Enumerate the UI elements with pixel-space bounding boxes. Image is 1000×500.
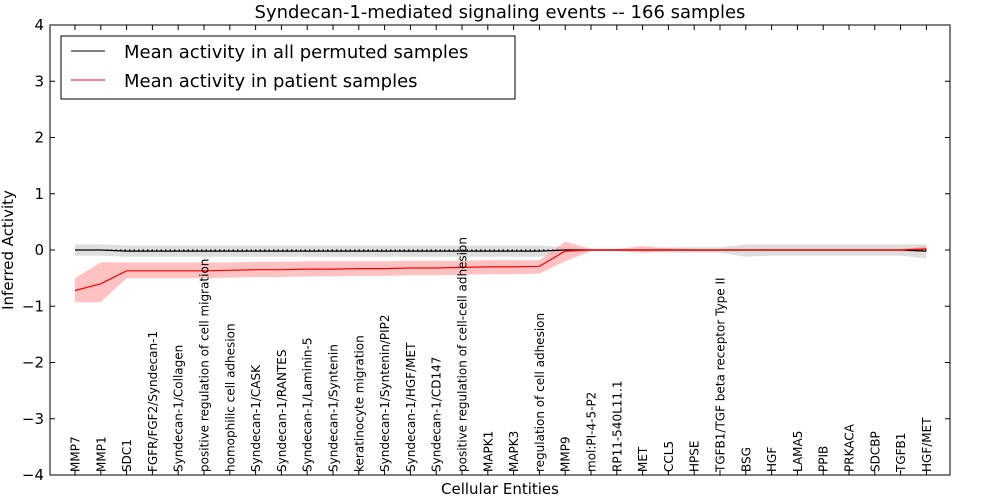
x-tick-label: MMP7 [69,436,83,472]
legend-label-permuted: Mean activity in all permuted samples [124,42,468,63]
x-tick-label: Syndecan-1/Syntenin [327,344,341,472]
x-tick-label: mol:PI-4-5-P2 [585,392,599,472]
x-tick-label: PRKACA [843,423,857,472]
legend-label-patient: Mean activity in patient samples [124,71,418,92]
x-tick-label: HGF/MET [920,417,934,472]
x-tick-label: Syndecan-1/Laminin-5 [301,338,315,472]
x-tick-label: MMP9 [559,436,573,472]
x-tick-label: RP11-540L11.1 [610,381,624,472]
y-tick-label: 3 [34,72,44,90]
x-tick-label: TGFB1 [894,433,908,473]
x-tick-label: Syndecan-1/Collagen [172,345,186,472]
x-tick-label: HPSE [688,441,702,472]
x-tick-label: MAPK3 [507,431,521,472]
x-tick-label: Syndecan-1/CD147 [430,357,444,472]
legend-box [60,35,516,100]
x-tick-label: HGF [765,447,779,472]
x-tick-label: Syndecan-1/Syntenin/PIP2 [378,314,392,472]
x-tick-label: MAPK1 [481,431,495,472]
y-tick-label: −2 [22,354,44,372]
line-patient [74,248,927,292]
x-tick-label: keratinocyte migration [352,335,366,472]
x-tick-label: TGFB1/TGF beta receptor Type II [714,277,728,473]
x-tick-label: Syndecan-1/HGF/MET [404,342,418,472]
x-axis: MMP7 MMP1 SDC1 FGFR/FGF2/Syndecan-1 Syndecan… [69,25,934,475]
x-tick-label: Syndecan-1/CASK [249,364,263,472]
x-tick-label: FGFR/FGF2/Syndecan-1 [146,331,160,472]
x-tick-label: MMP1 [94,436,108,472]
y-tick-label: −4 [22,466,44,484]
y-tick-label: 2 [34,129,44,147]
y-tick-label: −1 [22,297,44,315]
band-patient [75,241,927,303]
series-lines [74,248,927,292]
legend: Mean activity in all permuted samples Me… [60,35,516,100]
x-tick-label: homophilic cell adhesion [223,323,237,472]
x-tick-label: positive regulation of cell-cell adhesio… [456,237,470,472]
y-tick-label: 4 [34,16,44,34]
x-tick-label: CCL5 [662,441,676,472]
x-tick-label: BSG [739,447,753,472]
chart-title: Syndecan-1-mediated signaling events -- … [255,2,746,23]
y-tick-label: 0 [34,241,44,259]
x-tick-label: Syndecan-1/RANTES [275,350,289,472]
x-tick-label: positive regulation of cell migration [198,259,212,472]
y-tick-label: −3 [22,410,44,428]
y-axis: 4 3 2 1 0 −1 −2 −3 −4 [22,16,950,484]
x-tick-label: SDC1 [120,439,134,472]
x-tick-label: PPIB [817,446,831,472]
y-axis-label: Inferred Activity [0,190,17,310]
x-axis-label: Cellular Entities [441,480,559,498]
x-tick-label: regulation of cell adhesion [533,313,547,472]
y-tick-label: 1 [34,185,44,203]
x-tick-label: LAMA5 [791,431,805,472]
x-tick-label: SDCBP [868,431,882,472]
x-tick-label: MET [636,446,650,472]
